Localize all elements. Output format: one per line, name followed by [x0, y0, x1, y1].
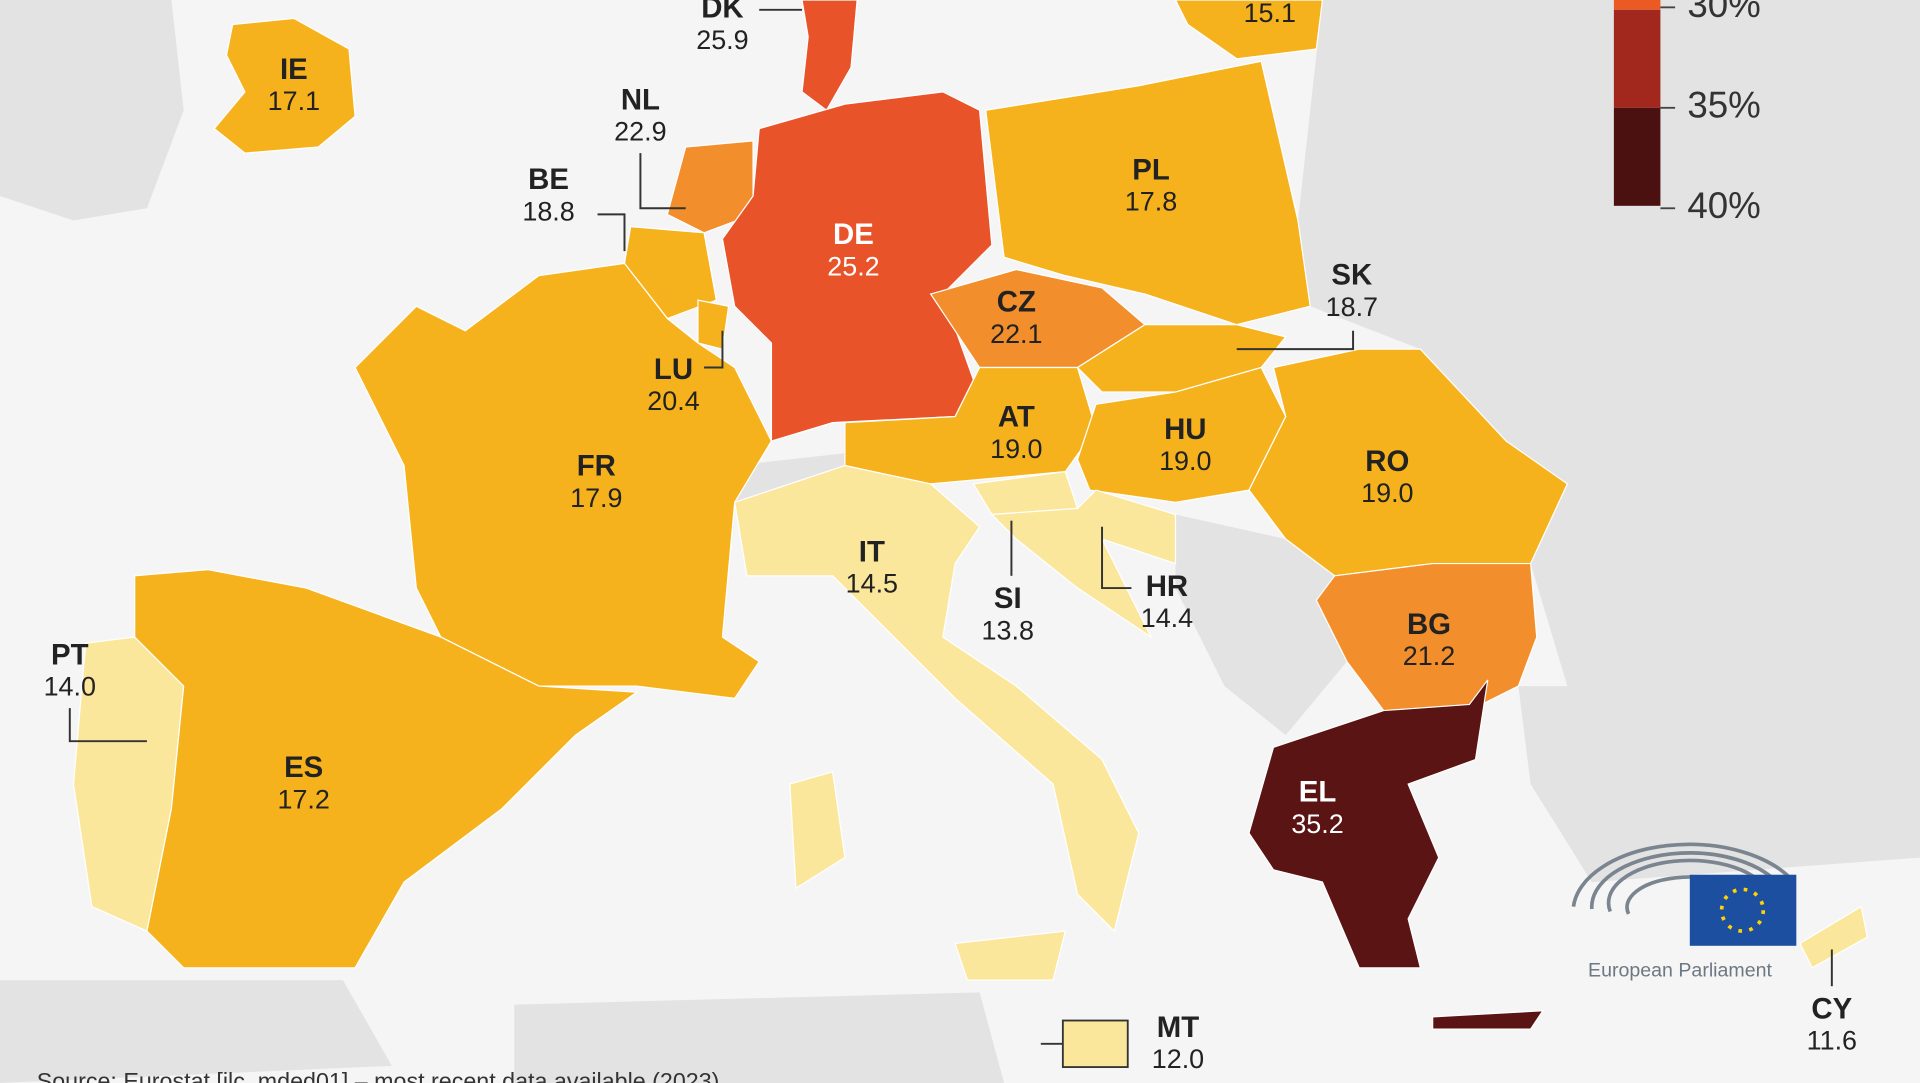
country-code: MT — [1157, 1011, 1199, 1044]
legend-label: 30% — [1687, 0, 1761, 25]
country-value: 13.8 — [982, 615, 1034, 645]
country-value: 11.6 — [1807, 1026, 1857, 1056]
country-shape — [1061, 1019, 1129, 1068]
country-code: ES — [284, 751, 323, 784]
country-shape — [1248, 679, 1489, 969]
logo-text: European Parliament — [1588, 960, 1772, 982]
legend-swatch — [1613, 107, 1661, 206]
country-value: 25.9 — [696, 25, 748, 55]
country-value: 17.2 — [277, 784, 329, 814]
country-shape — [666, 140, 754, 234]
country-code: FR — [577, 450, 616, 483]
country-value: 15.1 — [1244, 0, 1296, 28]
country-code: EL — [1299, 776, 1337, 809]
country-value: 18.7 — [1326, 292, 1378, 322]
country-code: HU — [1164, 413, 1206, 446]
country-code: BG — [1407, 608, 1451, 641]
country-code: SI — [994, 582, 1022, 615]
country-shape — [1799, 905, 1869, 969]
source: Source: Eurostat [ilc_mded01] – most rec… — [37, 1068, 720, 1083]
country-shape — [213, 17, 356, 154]
country-value: 20.4 — [647, 386, 699, 416]
country-shape — [789, 771, 846, 890]
country-code: PT — [51, 638, 89, 671]
country-code: DE — [833, 218, 874, 251]
country-shape — [1174, 0, 1324, 60]
legend-label: 35% — [1687, 85, 1761, 126]
country-value: 12.0 — [1152, 1044, 1204, 1074]
country-shape — [354, 262, 773, 699]
country-value: 19.0 — [1159, 446, 1211, 476]
country-shape — [1315, 562, 1538, 712]
country-code: IT — [859, 536, 885, 569]
country-value: 17.1 — [268, 86, 320, 116]
country-code: CY — [1811, 992, 1852, 1025]
country-shape — [734, 464, 1140, 933]
country-shape — [985, 60, 1311, 326]
country-value: 18.8 — [522, 196, 574, 226]
country-code: NL — [621, 83, 660, 116]
country-shape — [623, 225, 718, 320]
country-value: 21.2 — [1403, 641, 1455, 671]
country-value: 14.5 — [846, 569, 898, 599]
country-shape — [697, 299, 730, 350]
country-code: LU — [654, 353, 693, 386]
country-value: 19.0 — [1361, 478, 1413, 508]
legend-swatch — [1613, 0, 1661, 10]
ep-logo: European Parliament — [1571, 842, 1797, 982]
country-code: PL — [1132, 153, 1170, 186]
country-code: CZ — [997, 286, 1036, 319]
country-value: 25.2 — [827, 251, 879, 281]
country-value: 17.8 — [1125, 186, 1177, 216]
country-code: IE — [280, 53, 308, 86]
country-value: 35.2 — [1291, 809, 1343, 839]
country-code: SK — [1331, 259, 1372, 292]
country-value: 22.9 — [614, 117, 666, 147]
country-value: 14.4 — [1141, 603, 1193, 633]
country-value: 22.1 — [990, 319, 1042, 349]
legend-swatch — [1613, 9, 1661, 108]
country-code: DK — [701, 0, 743, 25]
country-shape — [134, 569, 639, 969]
country-value: 19.0 — [990, 434, 1042, 464]
country-shape — [954, 930, 1067, 981]
country-code: BE — [528, 163, 569, 196]
country-shape — [1432, 1010, 1545, 1030]
country-code: HR — [1146, 570, 1188, 603]
countries — [72, 0, 1869, 1068]
legend-label: 40% — [1687, 185, 1761, 226]
leader-lines — [68, 8, 1833, 1045]
country-value: 14.0 — [44, 672, 96, 702]
country-shape — [990, 489, 1177, 639]
country-value: 17.9 — [570, 483, 622, 513]
legend: 30% 35% 40% — [1613, 0, 1761, 226]
country-code: RO — [1365, 445, 1409, 478]
country-code: AT — [998, 401, 1035, 434]
